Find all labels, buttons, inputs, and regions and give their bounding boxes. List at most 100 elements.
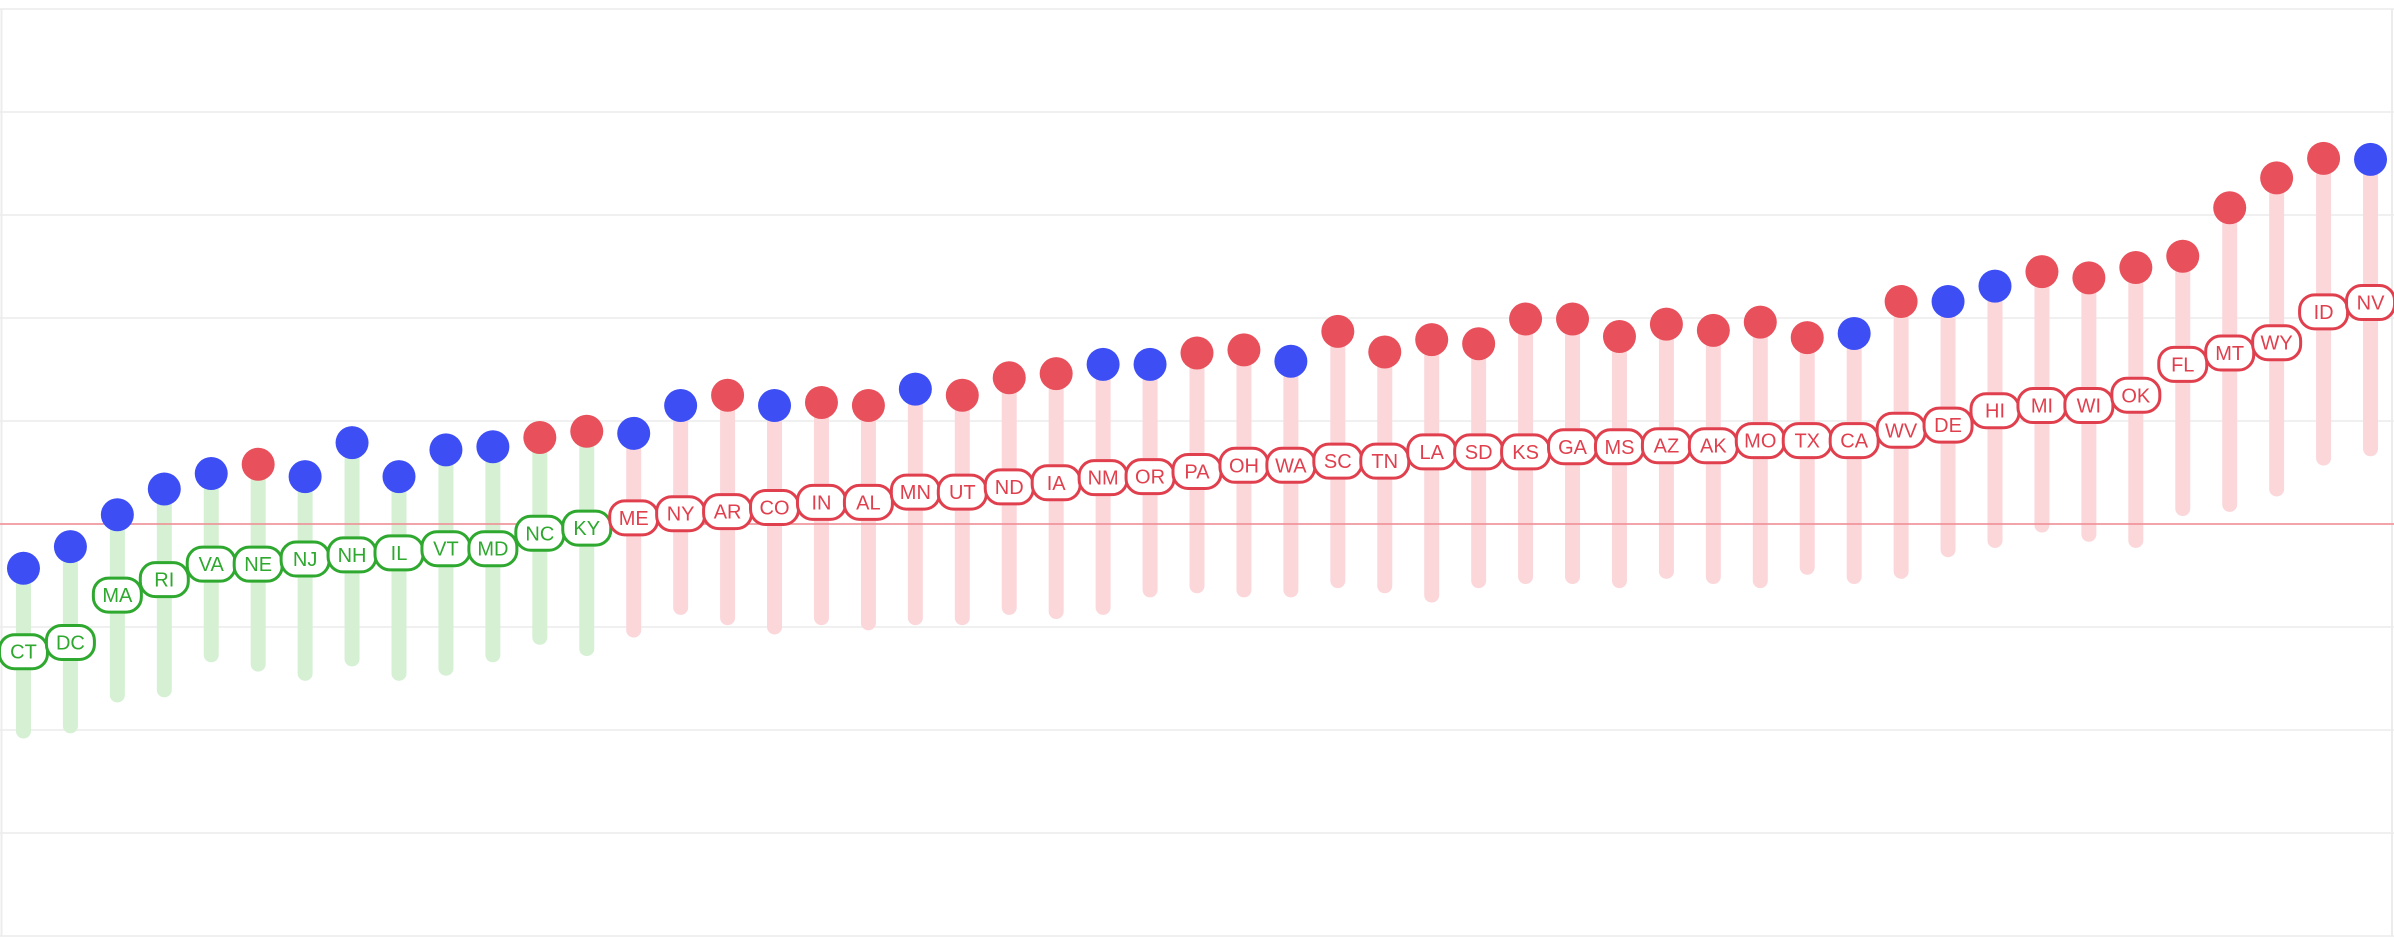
state-label: AK [1700, 436, 1727, 458]
state-label: UT [949, 482, 976, 504]
dot [2260, 161, 2294, 195]
state-label: OR [1135, 467, 1165, 489]
state-label: CO [760, 498, 790, 520]
dot [1180, 336, 1214, 370]
state-label: MN [900, 482, 931, 504]
dot [804, 385, 838, 419]
dot [194, 457, 228, 491]
state-label: MO [1744, 431, 1776, 453]
state-label: NY [667, 504, 695, 526]
state-label: NE [244, 554, 272, 576]
dot [1274, 344, 1308, 378]
label-pill [138, 561, 190, 599]
state-label: NJ [293, 549, 317, 571]
state-label: DE [1934, 415, 1962, 437]
dot [1884, 285, 1918, 319]
dot [100, 498, 134, 532]
dot [2166, 239, 2200, 273]
dot [523, 420, 557, 454]
state-label: DC [56, 632, 85, 654]
state-label: ID [2314, 302, 2334, 324]
dot [1039, 357, 1073, 391]
dot [2307, 141, 2341, 175]
label-pill [2251, 324, 2303, 362]
label-pill [1922, 406, 1974, 444]
dot [992, 361, 1026, 395]
state-label: RI [154, 570, 174, 592]
state-label: CA [1840, 431, 1868, 453]
dot [851, 389, 885, 423]
state-label: NM [1088, 468, 1119, 490]
dot [1743, 305, 1777, 339]
dot [1790, 321, 1824, 355]
state-label: HI [1985, 401, 2005, 423]
dot [53, 530, 87, 564]
dot [429, 433, 463, 467]
state-label: NC [525, 523, 554, 545]
dot [2213, 191, 2247, 225]
state-label: MS [1604, 437, 1634, 459]
dot [476, 430, 510, 464]
dot [1133, 347, 1167, 381]
label-pill [44, 623, 96, 661]
dot [288, 460, 322, 494]
dot [1978, 269, 2012, 303]
state-label: SD [1465, 442, 1493, 464]
state-label: MA [102, 585, 133, 607]
state-label: ND [995, 477, 1024, 499]
dot [945, 378, 979, 412]
state-label: IN [811, 492, 831, 514]
dot [1321, 314, 1355, 348]
state-label: NH [338, 545, 367, 567]
dot [1649, 307, 1683, 341]
dot [382, 460, 416, 494]
dot [2354, 142, 2388, 176]
state-label: MT [2215, 343, 2244, 365]
state-label: MD [477, 539, 508, 561]
state-label: WI [2077, 396, 2101, 418]
dot [241, 447, 275, 481]
dot [1368, 335, 1402, 369]
state-label: WY [2261, 333, 2293, 355]
dot [711, 378, 745, 412]
state-label: IL [391, 543, 408, 565]
dot [758, 389, 792, 423]
dot [1837, 316, 1871, 350]
state-label: CT [10, 642, 37, 664]
state-label: WV [1885, 420, 1918, 442]
dot [1602, 320, 1636, 354]
dot [1462, 327, 1496, 361]
state-label: FL [2171, 354, 2194, 376]
state-label: KY [573, 518, 600, 540]
dot [2119, 251, 2153, 285]
dot [2072, 261, 2106, 295]
dot [1931, 285, 1965, 319]
label-pill [2157, 345, 2209, 383]
state-label: AR [714, 502, 742, 524]
dot [1556, 302, 1590, 336]
dot [1227, 333, 1261, 367]
state-label: OK [2121, 385, 2151, 407]
state-label: PA [1184, 461, 1210, 483]
dot [898, 372, 932, 406]
state-label: AL [856, 492, 880, 514]
state-label: IA [1047, 473, 1067, 495]
state-label: VT [433, 539, 459, 561]
state-label: GA [1558, 437, 1588, 459]
dot [1086, 347, 1120, 381]
state-label: MI [2031, 396, 2053, 418]
label-pill [2110, 376, 2162, 414]
dot [6, 551, 40, 585]
state-label: VA [199, 554, 225, 576]
dot [617, 416, 651, 450]
state-label: ME [619, 508, 649, 530]
dot [2025, 255, 2059, 289]
state-label: KS [1512, 442, 1539, 464]
dot [335, 426, 369, 460]
state-label: TN [1371, 451, 1398, 473]
dot [147, 472, 181, 506]
state-label: NV [2357, 293, 2385, 315]
state-label: LA [1419, 442, 1444, 464]
state-label: WA [1275, 455, 1307, 477]
